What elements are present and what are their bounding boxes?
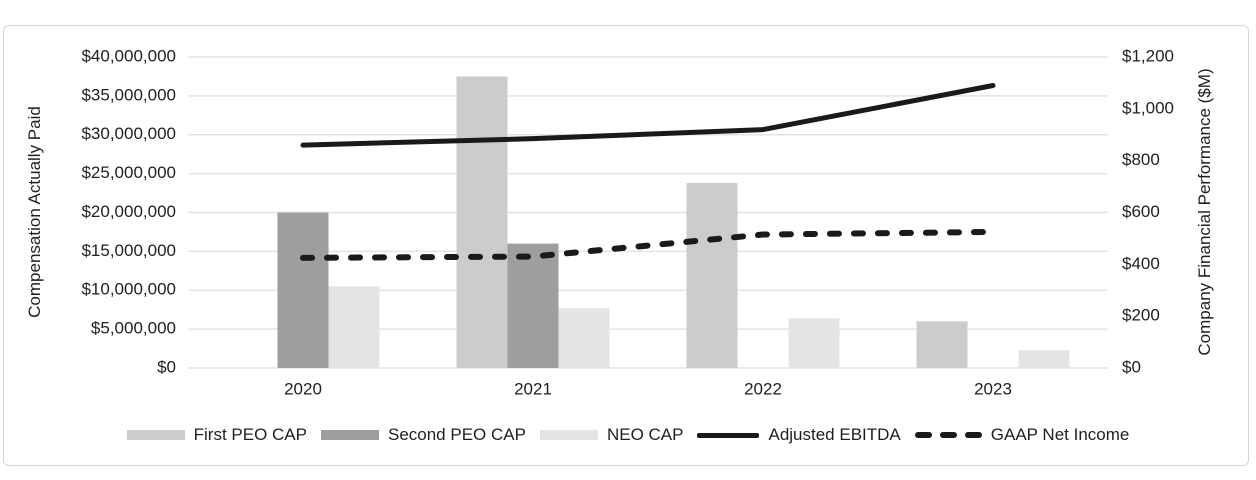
bar-first-peo-cap-2023 xyxy=(916,321,968,368)
legend-item-second-peo-cap: Second PEO CAP xyxy=(320,425,526,445)
left-axis-tick-label: $5,000,000 xyxy=(91,319,176,338)
bar-first-peo-cap-2021 xyxy=(456,76,508,368)
right-axis-tick-label: $800 xyxy=(1122,150,1160,169)
chart-frame xyxy=(3,25,1249,466)
x-axis-category-label: 2021 xyxy=(514,379,552,398)
legend-dash xyxy=(939,432,957,438)
right-axis-tick-label: $200 xyxy=(1122,306,1160,325)
left-axis-tick-label: $25,000,000 xyxy=(81,163,176,182)
legend-dash xyxy=(964,432,982,438)
bar-neo-cap-2020 xyxy=(328,286,380,368)
chart-legend: First PEO CAP Second PEO CAP NEO CAP Adjust… xyxy=(0,421,1256,449)
bar-neo-cap-2021 xyxy=(558,308,610,368)
left-axis-tick-label: $35,000,000 xyxy=(81,85,176,104)
legend-label: Adjusted EBITDA xyxy=(768,425,901,444)
legend-swatch-dashed-line xyxy=(914,432,982,438)
left-axis-tick-label: $15,000,000 xyxy=(81,241,176,260)
left-axis-tick-label: $30,000,000 xyxy=(81,124,176,143)
bar-first-peo-cap-2022 xyxy=(686,182,738,368)
right-axis-title: Company Financial Performance ($M) xyxy=(1195,68,1214,356)
x-axis-category-label: 2022 xyxy=(744,379,782,398)
left-axis-title: Compensation Actually Paid xyxy=(25,106,44,318)
x-axis-category-label: 2020 xyxy=(284,379,322,398)
legend-item-gaap-net-income: GAAP Net Income xyxy=(914,425,1130,445)
legend-swatch-bar xyxy=(126,430,185,440)
right-axis-tick-label: $400 xyxy=(1122,254,1160,273)
right-axis-tick-label: $1,200 xyxy=(1122,46,1174,65)
line-gaap-net-income xyxy=(300,228,996,261)
bar-second-peo-cap-2021 xyxy=(507,243,559,368)
bar-neo-cap-2023 xyxy=(1018,350,1070,368)
legend-label: Second PEO CAP xyxy=(387,425,526,444)
legend-item-adjusted-ebitda: Adjusted EBITDA xyxy=(697,425,901,445)
legend-swatch-solid-line xyxy=(697,432,760,438)
left-axis-tick-label: $20,000,000 xyxy=(81,202,176,221)
legend-dash xyxy=(914,432,932,438)
bar-neo-cap-2022 xyxy=(788,318,840,368)
legend-item-first-peo-cap: First PEO CAP xyxy=(126,425,307,445)
left-axis-tick-label: $10,000,000 xyxy=(81,280,176,299)
left-axis-tick-label: $0 xyxy=(157,357,176,376)
right-axis-tick-label: $600 xyxy=(1122,202,1160,221)
bar-second-peo-cap-2020 xyxy=(277,212,329,368)
right-axis-tick-label: $1,000 xyxy=(1122,98,1174,117)
right-axis-tick-label: $0 xyxy=(1122,357,1141,376)
line-adjusted-ebitda xyxy=(300,83,996,148)
legend-label: GAAP Net Income xyxy=(990,425,1130,444)
legend-item-neo-cap: NEO CAP xyxy=(539,425,684,445)
legend-label: First PEO CAP xyxy=(193,425,307,444)
x-axis-category-label: 2023 xyxy=(974,379,1012,398)
legend-swatch-bar xyxy=(320,430,379,440)
legend-label: NEO CAP xyxy=(606,425,684,444)
legend-swatch-bar xyxy=(539,430,598,440)
left-axis-tick-label: $40,000,000 xyxy=(81,46,176,65)
